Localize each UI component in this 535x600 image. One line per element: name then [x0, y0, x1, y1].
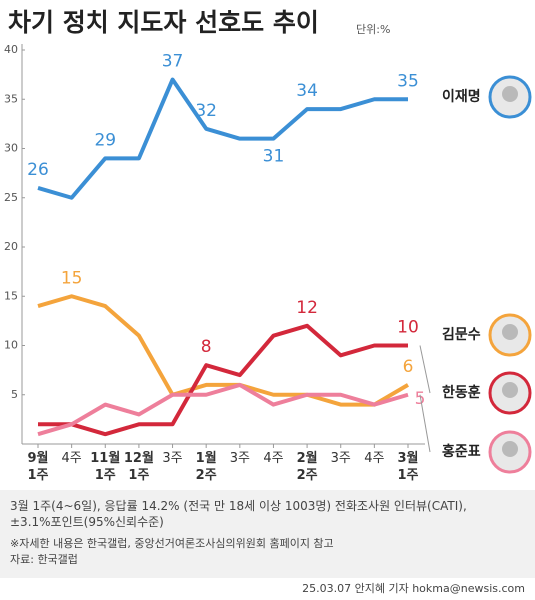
x-tick-label: 4주: [61, 451, 82, 466]
legend-label: 이재명: [442, 88, 481, 105]
y-tick-label: 40: [4, 43, 18, 56]
portrait-head: [502, 324, 518, 340]
portrait-head: [502, 441, 518, 457]
y-tick-label: 25: [4, 191, 18, 204]
y-tick-label: 10: [4, 339, 18, 352]
series-line: [38, 323, 408, 437]
x-tick-label: 11월 1주: [90, 451, 121, 483]
x-tick-label: 3월 1주: [397, 451, 419, 483]
x-tick-label: 3주: [162, 451, 183, 466]
y-tick-label: 20: [4, 240, 18, 253]
data-label: 5: [415, 389, 426, 409]
x-tick-label: 12월 1주: [123, 451, 154, 483]
series-line: [37, 294, 410, 407]
portrait-head: [502, 86, 518, 102]
data-label: 10: [397, 318, 419, 338]
data-label: 8: [201, 337, 212, 357]
data-label: 6: [403, 357, 414, 377]
x-tick-label: 9월 1주: [27, 451, 49, 483]
legend-label: 김문수: [442, 326, 481, 343]
y-tick-label: 15: [4, 289, 18, 302]
notes-background: [0, 490, 535, 578]
x-tick-label: 2월 2주: [296, 451, 318, 483]
x-tick-label: 4주: [364, 451, 385, 466]
data-label: 35: [397, 71, 419, 91]
credit: 25.03.07 안지혜 기자 hokma@newsis.com: [302, 582, 525, 595]
note: 3월 1주(4~6일), 응답률 14.2% (전국 만 18세 이상 1003…: [10, 499, 467, 513]
y-tick-label: 5: [11, 388, 18, 401]
legend-label: 홍준표: [442, 443, 481, 460]
data-label: 12: [296, 298, 318, 318]
data-label: 37: [162, 52, 184, 72]
x-tick-label: 3주: [229, 451, 250, 466]
y-tick-label: 35: [4, 92, 18, 105]
connector: [419, 345, 431, 394]
data-label: 31: [263, 147, 285, 167]
chart-title: 차기 정치 지도자 선호도 추이: [8, 8, 319, 37]
data-label: 29: [94, 130, 116, 150]
legend-label: 한동훈: [442, 384, 481, 401]
note: ±3.1%포인트(95%신뢰수준): [10, 515, 164, 529]
portrait-head: [502, 382, 518, 398]
data-label: 15: [61, 268, 83, 288]
connector: [419, 394, 431, 453]
series-line: [37, 77, 408, 200]
x-tick-label: 3주: [330, 451, 351, 466]
x-tick-label: 4주: [263, 451, 284, 466]
note: ※자세한 내용은 한국갤럽, 중앙선거여론조사심의위원회 홈페이지 참고: [10, 537, 334, 550]
note: 자료: 한국갤럽: [10, 553, 78, 566]
x-tick-label: 1월 2주: [195, 451, 217, 483]
unit: 단위:%: [356, 23, 390, 36]
series-line: [37, 382, 409, 437]
data-label: 26: [27, 160, 49, 180]
data-label: 34: [296, 81, 318, 101]
data-label: 32: [195, 101, 217, 121]
y-tick-label: 30: [4, 142, 18, 155]
